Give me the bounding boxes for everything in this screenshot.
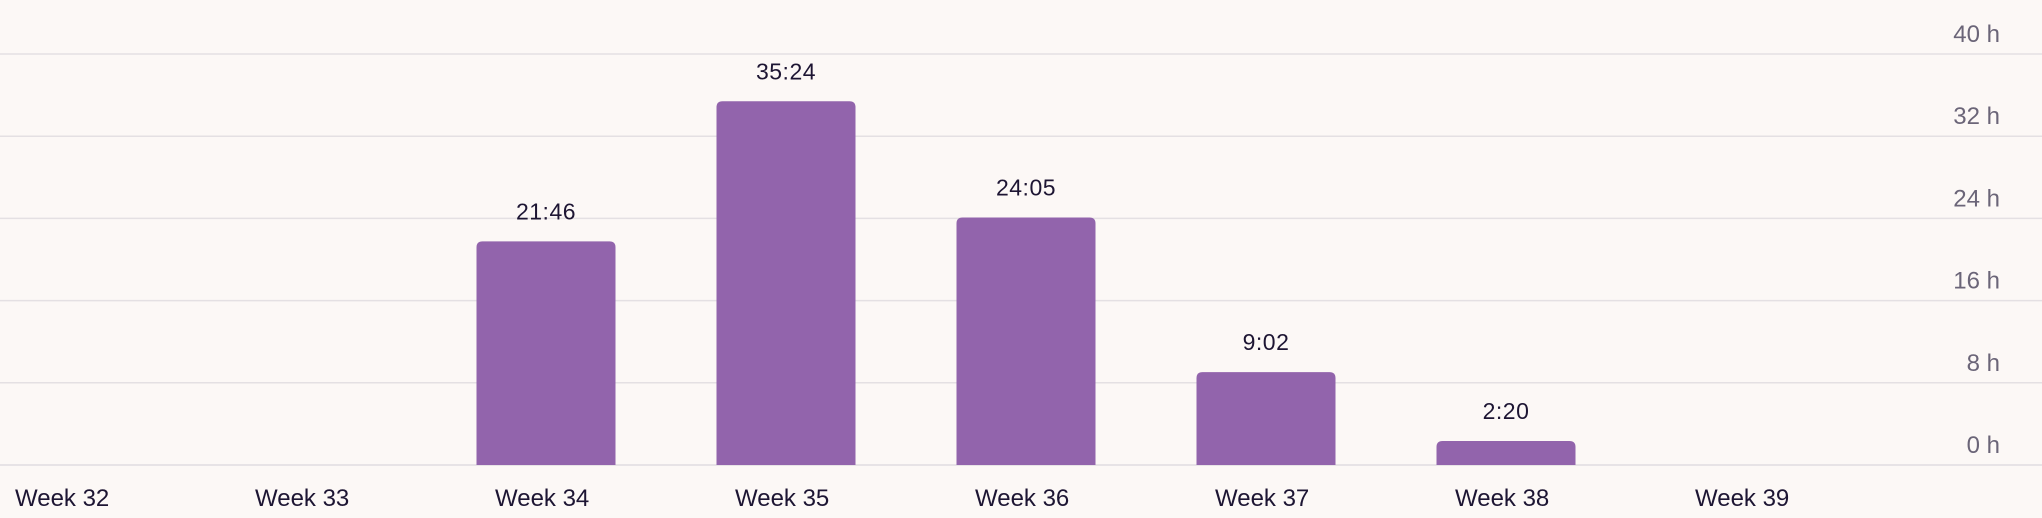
bar-value-label: 24:05 [996,175,1056,201]
bar-value-label: 2:20 [1483,398,1530,424]
x-tick-label: Week 35 [735,485,829,512]
y-tick-label: 24 h [1953,185,2000,212]
x-tick-label: Week 39 [1695,485,1789,512]
y-tick-label: 40 h [1953,21,2000,48]
x-tick-label: Week 36 [975,485,1069,512]
x-tick-label: Week 34 [495,485,589,512]
bar [1196,372,1336,465]
y-tick-label: 16 h [1953,268,2000,295]
y-tick-label: 8 h [1967,350,2000,377]
bar-value-label: 9:02 [1243,329,1290,355]
y-axis-ticks: 0 h 8 h 16 h 24 h 32 h 40 h [1953,21,2000,459]
bar [716,101,856,465]
bar-value-label: 35:24 [756,58,816,84]
x-tick-label: Week 32 [15,485,109,512]
x-tick-label: Week 37 [1215,485,1309,512]
x-axis-ticks: Week 32 Week 33 Week 34 Week 35 Week 36 Week … [15,485,1789,512]
x-tick-label: Week 33 [255,485,349,512]
x-tick-label: Week 38 [1455,485,1549,512]
y-tick-label: 32 h [1953,103,2000,130]
bar-value-label: 21:46 [516,198,576,224]
bar [956,217,1096,465]
bar [476,241,616,465]
bars [476,101,1576,465]
y-tick-label: 0 h [1967,432,2000,459]
bar-value-labels: 21:46 35:24 24:05 9:02 2:20 [516,58,1529,424]
bar [1436,441,1576,465]
